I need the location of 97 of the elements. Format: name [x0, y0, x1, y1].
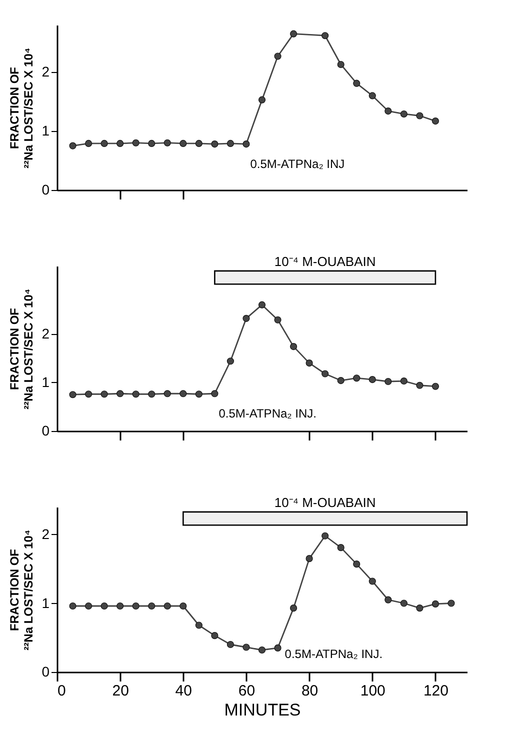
point: [274, 644, 282, 652]
point: [274, 316, 282, 324]
point: [353, 374, 360, 382]
x-tick-label: 40: [175, 682, 192, 700]
point: [258, 301, 266, 308]
y-tick-label: 0: [42, 664, 50, 680]
point: [226, 140, 234, 147]
point: [306, 555, 313, 562]
point: [306, 360, 313, 367]
point: [100, 390, 108, 398]
y-tick-label: 2: [42, 325, 50, 342]
x-axis-title: MINUTES: [224, 700, 301, 720]
point: [448, 600, 455, 607]
point: [180, 140, 187, 147]
point: [85, 140, 92, 147]
point: [416, 604, 424, 612]
point: [180, 390, 187, 398]
point: [148, 602, 156, 610]
x-tick-label: 80: [301, 682, 318, 700]
y-tick-label: 2: [42, 526, 50, 542]
point: [211, 632, 218, 640]
point: [116, 140, 124, 147]
point: [368, 578, 376, 585]
point: [195, 390, 202, 398]
point: [100, 140, 108, 147]
point: [226, 640, 234, 648]
point: [180, 602, 187, 610]
point: [290, 30, 298, 38]
annotation: 0.5M-ATPNa₂ INJ.: [218, 406, 316, 421]
point: [211, 390, 218, 398]
point: [195, 622, 202, 629]
point: [116, 602, 124, 610]
point: [274, 52, 282, 60]
x-tick-label: 20: [112, 682, 129, 700]
point: [69, 142, 76, 150]
point: [322, 32, 329, 40]
point: [132, 390, 140, 398]
point: [69, 391, 76, 398]
point: [164, 602, 171, 610]
point: [195, 140, 202, 147]
y-axis-title: FRACTION OF ²²Na LOST/SEC X 10⁴: [8, 530, 36, 650]
point: [85, 602, 92, 610]
point: [384, 596, 392, 604]
point: [384, 108, 392, 115]
point: [400, 377, 408, 385]
point: [226, 358, 234, 365]
y-axis-title: FRACTION OF ²²Na LOST/SEC X 10⁴: [8, 288, 36, 410]
point: [432, 600, 439, 608]
point: [337, 544, 344, 552]
point: [432, 118, 439, 125]
point: [69, 602, 76, 610]
point: [132, 139, 140, 146]
point: [290, 604, 298, 612]
point: [337, 60, 344, 68]
point: [368, 92, 376, 100]
point: [148, 140, 156, 147]
x-tick-label: 60: [238, 682, 256, 700]
point: [400, 600, 408, 607]
point: [100, 602, 108, 610]
x-tick-label: 100: [360, 682, 386, 700]
point: [242, 314, 250, 322]
y-tick-label: 1: [42, 122, 50, 139]
point: [148, 390, 156, 398]
point: [211, 140, 218, 148]
x-tick-label: 120: [423, 682, 448, 700]
point: [258, 96, 266, 104]
point: [116, 390, 124, 398]
point: [322, 370, 329, 378]
point: [322, 532, 329, 540]
point: [242, 140, 250, 148]
point: [384, 378, 392, 386]
point: [164, 390, 171, 398]
point: [353, 560, 360, 568]
point: [85, 390, 92, 398]
point: [290, 343, 298, 350]
point: [164, 139, 171, 146]
point: [368, 376, 376, 384]
y-tick-label: 0: [42, 422, 50, 438]
x-tick-label: 0: [58, 682, 66, 700]
point: [400, 110, 408, 118]
band-label: 10⁻⁴ M-OUABAIN: [274, 494, 376, 510]
point: [416, 112, 424, 120]
point: [416, 382, 424, 389]
annotation: 0.5M-ATPNa₂ INJ.: [284, 646, 383, 661]
point: [258, 646, 266, 654]
point: [242, 644, 250, 651]
y-axis-title: FRACTION OF ²²Na LOST/SEC X 10⁴: [8, 48, 36, 168]
y-tick-label: 1: [42, 374, 50, 390]
point: [132, 602, 140, 610]
y-tick-label: 1: [42, 594, 50, 611]
annotation: 0.5M-ATPNa₂ INJ: [250, 157, 345, 172]
point: [353, 80, 360, 87]
point: [432, 382, 439, 390]
point: [337, 376, 344, 384]
y-tick-label: 0: [42, 182, 50, 198]
y-tick-label: 2: [42, 64, 50, 80]
band-label: 10⁻⁴ M-OUABAIN: [274, 254, 376, 269]
